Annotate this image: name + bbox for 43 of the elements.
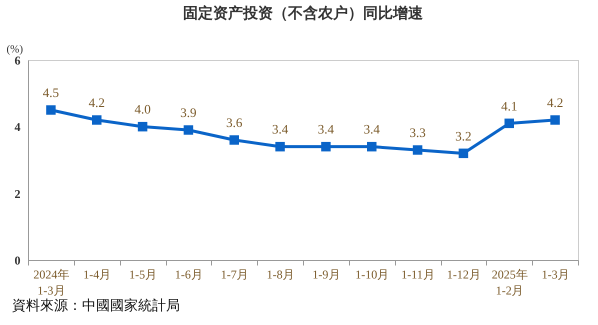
- chart-title: 固定资产投资（不含农户）同比增速: [183, 4, 424, 22]
- x-tick-label: 1-3月: [542, 268, 570, 282]
- y-tick-label: 0: [14, 254, 20, 268]
- x-tick-label: 1-11月: [401, 268, 435, 282]
- point: [92, 115, 102, 125]
- point: [367, 142, 376, 152]
- text: 4.1: [501, 98, 518, 114]
- text: 3.3: [409, 125, 426, 140]
- point: [458, 148, 468, 158]
- x-tick-label: 1-4月: [83, 268, 112, 282]
- text: 4.2: [546, 95, 564, 110]
- point: [550, 115, 560, 125]
- text: 4.5: [42, 85, 60, 100]
- y-tick-label: 4: [14, 120, 20, 134]
- point: [321, 142, 331, 152]
- y-tick-label: 6: [14, 54, 20, 68]
- text: 4.2: [88, 95, 105, 110]
- point: [138, 122, 148, 132]
- x-tick-label: 1-8月: [266, 268, 295, 282]
- point: [275, 142, 285, 152]
- x-tick-label: 1-10月: [355, 268, 390, 282]
- point: [412, 145, 422, 155]
- point: [184, 125, 194, 135]
- x-tick-label: 1-9月: [312, 268, 340, 282]
- source-note: 資料來源：中國國家統計局: [12, 298, 181, 315]
- y-tick-label: 2: [14, 186, 20, 201]
- text: 4.0: [134, 102, 151, 117]
- point: [230, 135, 239, 145]
- text: 3.2: [455, 128, 472, 144]
- point: [46, 105, 56, 115]
- x-tick-label: 1-5月: [129, 268, 158, 282]
- text: 3.4: [272, 122, 288, 137]
- text: 3.4: [364, 122, 380, 137]
- x-tick-label: 1-7月: [220, 268, 249, 282]
- text: 3.9: [180, 105, 197, 120]
- x-tick-label: 1-6月: [174, 268, 203, 282]
- y-axis-title: (%): [6, 44, 24, 56]
- x-tick-label: 2024年 1-3月: [33, 268, 70, 298]
- text: 3.4: [318, 122, 334, 137]
- x-tick-label: 1-12月: [446, 268, 481, 282]
- point: [504, 118, 514, 128]
- x-tick-label: 2025年 1-2月: [492, 268, 528, 298]
- text: 3.6: [226, 115, 242, 130]
